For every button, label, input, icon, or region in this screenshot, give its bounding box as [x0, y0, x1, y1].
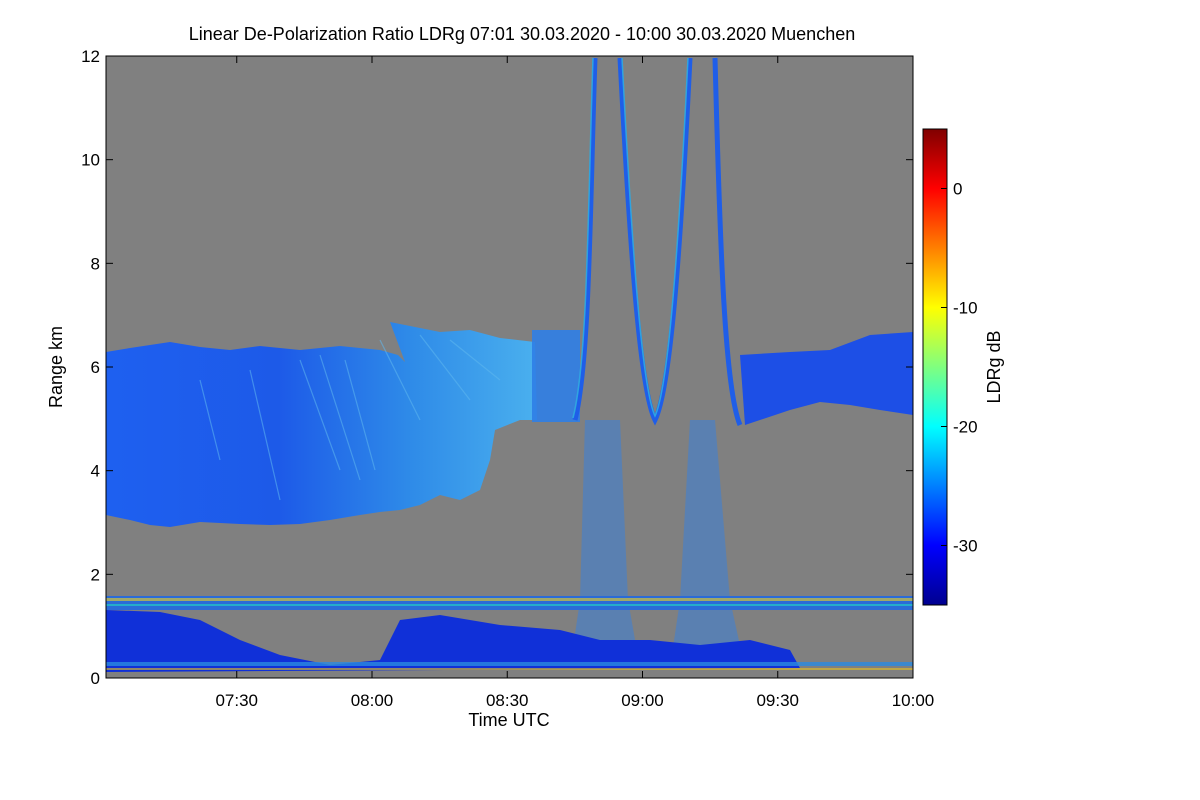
x-tick-label: 08:00 [351, 691, 394, 710]
colorbar-tick-label: -20 [953, 418, 978, 437]
cloud-column-center [532, 330, 580, 422]
colorbar [922, 128, 948, 606]
y-tick-label: 12 [81, 47, 100, 66]
x-tick-label: 09:30 [756, 691, 799, 710]
colorbar-tick-label: -10 [953, 299, 978, 318]
y-tick-label: 4 [91, 462, 100, 481]
x-tick-label: 09:00 [621, 691, 664, 710]
x-axis-label: Time UTC [468, 710, 549, 730]
colorbar-label: LDRg dB [984, 330, 1004, 403]
y-axis-label: Range km [46, 326, 66, 408]
y-tick-label: 10 [81, 151, 100, 170]
y-tick-label: 0 [91, 669, 100, 688]
x-axis: 07:30 08:00 08:30 09:00 09:30 10:00 [215, 56, 934, 710]
cloud-texture [199, 334, 501, 501]
x-tick-label: 10:00 [892, 691, 935, 710]
y-axis: 0 2 4 6 8 10 12 [81, 47, 913, 688]
y-tick-label: 8 [91, 254, 100, 273]
colorbar-ticks: 0 -10 -20 -30 [941, 180, 978, 556]
x-tick-label: 08:30 [486, 691, 529, 710]
colorbar-tick-label: -30 [953, 537, 978, 556]
plot-area [106, 56, 913, 678]
cirrus-cloud-west [106, 322, 537, 527]
x-tick-label: 07:30 [215, 691, 258, 710]
chart-title: Linear De-Polarization Ratio LDRg 07:01 … [189, 24, 855, 44]
y-tick-label: 6 [91, 358, 100, 377]
colorbar-tick-label: 0 [953, 180, 962, 199]
fall-streaks [572, 57, 743, 426]
cirrus-cloud-east [740, 332, 913, 425]
y-tick-label: 2 [91, 565, 100, 584]
boundary-layer-low [106, 610, 800, 672]
